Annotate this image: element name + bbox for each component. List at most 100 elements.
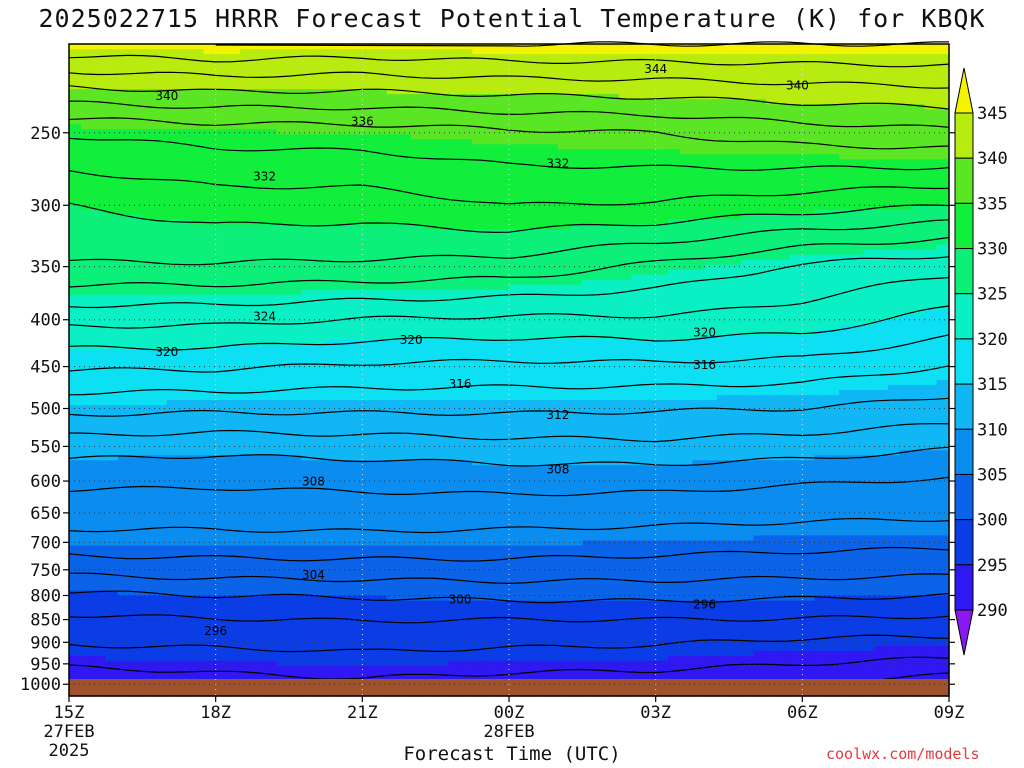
theta-cell bbox=[252, 329, 266, 336]
theta-cell bbox=[325, 189, 339, 196]
theta-cell bbox=[289, 264, 302, 271]
theta-cell bbox=[521, 224, 535, 231]
theta-cell bbox=[875, 89, 889, 95]
theta-cell bbox=[582, 94, 596, 100]
theta-cell bbox=[802, 229, 816, 236]
theta-cell bbox=[802, 304, 816, 311]
theta-cell bbox=[936, 79, 950, 85]
theta-cell bbox=[142, 94, 156, 100]
theta-cell bbox=[509, 54, 522, 60]
theta-cell bbox=[130, 229, 143, 236]
theta-cell bbox=[460, 194, 473, 201]
theta-cell bbox=[692, 319, 706, 326]
theta-cell bbox=[69, 304, 82, 311]
theta-cell bbox=[301, 44, 315, 50]
theta-cell bbox=[826, 94, 840, 100]
theta-cell bbox=[472, 314, 486, 321]
theta-cell bbox=[350, 154, 363, 160]
theta-cell bbox=[533, 289, 547, 296]
theta-cell bbox=[655, 49, 669, 55]
theta-cell bbox=[631, 364, 645, 371]
theta-cell bbox=[912, 119, 926, 125]
theta-cell bbox=[887, 219, 901, 226]
theta-cell bbox=[399, 164, 412, 170]
theta-cell bbox=[826, 159, 840, 165]
theta-cell bbox=[496, 380, 510, 386]
theta-cell bbox=[606, 74, 620, 80]
theta-cell bbox=[619, 224, 632, 231]
theta-cell bbox=[692, 114, 706, 120]
theta-cell bbox=[399, 234, 412, 241]
theta-cell bbox=[264, 204, 278, 211]
theta-cell bbox=[179, 354, 192, 361]
theta-cell bbox=[643, 364, 657, 371]
theta-cell bbox=[350, 179, 363, 186]
theta-cell bbox=[509, 314, 522, 321]
theta-cell bbox=[130, 244, 143, 251]
theta-cell bbox=[386, 339, 400, 346]
theta-cell bbox=[105, 199, 119, 206]
theta-cell bbox=[276, 49, 290, 55]
theta-cell bbox=[203, 239, 217, 246]
theta-cell bbox=[191, 385, 205, 391]
theta-cell bbox=[447, 214, 461, 221]
theta-cell bbox=[582, 134, 596, 140]
theta-cell bbox=[117, 124, 131, 130]
theta-cell bbox=[655, 264, 669, 271]
theta-cell bbox=[399, 385, 412, 391]
theta-cell bbox=[374, 59, 388, 65]
theta-cell bbox=[166, 59, 180, 65]
theta-cell bbox=[826, 199, 840, 206]
theta-cell bbox=[936, 334, 950, 341]
theta-cell bbox=[179, 129, 192, 135]
theta-cell bbox=[900, 349, 913, 356]
theta-cell bbox=[472, 114, 486, 120]
theta-cell bbox=[374, 339, 388, 346]
theta-cell bbox=[472, 354, 486, 361]
theta-cell bbox=[252, 334, 266, 341]
theta-cell bbox=[765, 144, 779, 150]
theta-cell bbox=[826, 370, 840, 376]
theta-cell bbox=[729, 375, 742, 381]
theta-cell bbox=[142, 109, 156, 115]
theta-cell bbox=[130, 259, 143, 266]
theta-cell bbox=[887, 214, 901, 221]
theta-cell bbox=[765, 84, 779, 90]
theta-cell bbox=[814, 279, 828, 286]
theta-cell bbox=[655, 314, 669, 321]
theta-cell bbox=[325, 179, 339, 186]
theta-cell bbox=[814, 44, 828, 50]
theta-cell bbox=[631, 184, 645, 191]
theta-cell bbox=[435, 354, 449, 361]
theta-cell bbox=[741, 184, 755, 191]
theta-cell bbox=[142, 154, 156, 160]
theta-cell bbox=[191, 124, 205, 130]
theta-cell bbox=[655, 54, 669, 60]
theta-cell bbox=[765, 375, 779, 381]
theta-cell bbox=[460, 269, 473, 276]
theta-cell bbox=[716, 99, 730, 105]
theta-cell bbox=[264, 94, 278, 100]
theta-cell bbox=[619, 114, 632, 120]
theta-cell bbox=[105, 344, 119, 351]
theta-cell bbox=[484, 59, 498, 65]
theta-cell bbox=[496, 224, 510, 231]
theta-cell bbox=[386, 324, 400, 331]
theta-cell bbox=[154, 249, 168, 256]
theta-cell bbox=[166, 164, 180, 170]
theta-cell bbox=[509, 219, 522, 226]
theta-cell bbox=[313, 324, 327, 331]
theta-cell bbox=[179, 199, 192, 206]
theta-cell bbox=[301, 339, 315, 346]
theta-cell bbox=[472, 204, 486, 211]
theta-cell bbox=[619, 304, 632, 311]
theta-cell bbox=[435, 370, 449, 376]
theta-cell bbox=[570, 144, 583, 150]
theta-cell bbox=[69, 114, 82, 120]
theta-cell bbox=[887, 385, 901, 391]
theta-cell bbox=[362, 159, 376, 165]
theta-cell bbox=[900, 189, 913, 196]
theta-cell bbox=[191, 119, 205, 125]
theta-cell bbox=[435, 119, 449, 125]
theta-cell bbox=[875, 134, 889, 140]
